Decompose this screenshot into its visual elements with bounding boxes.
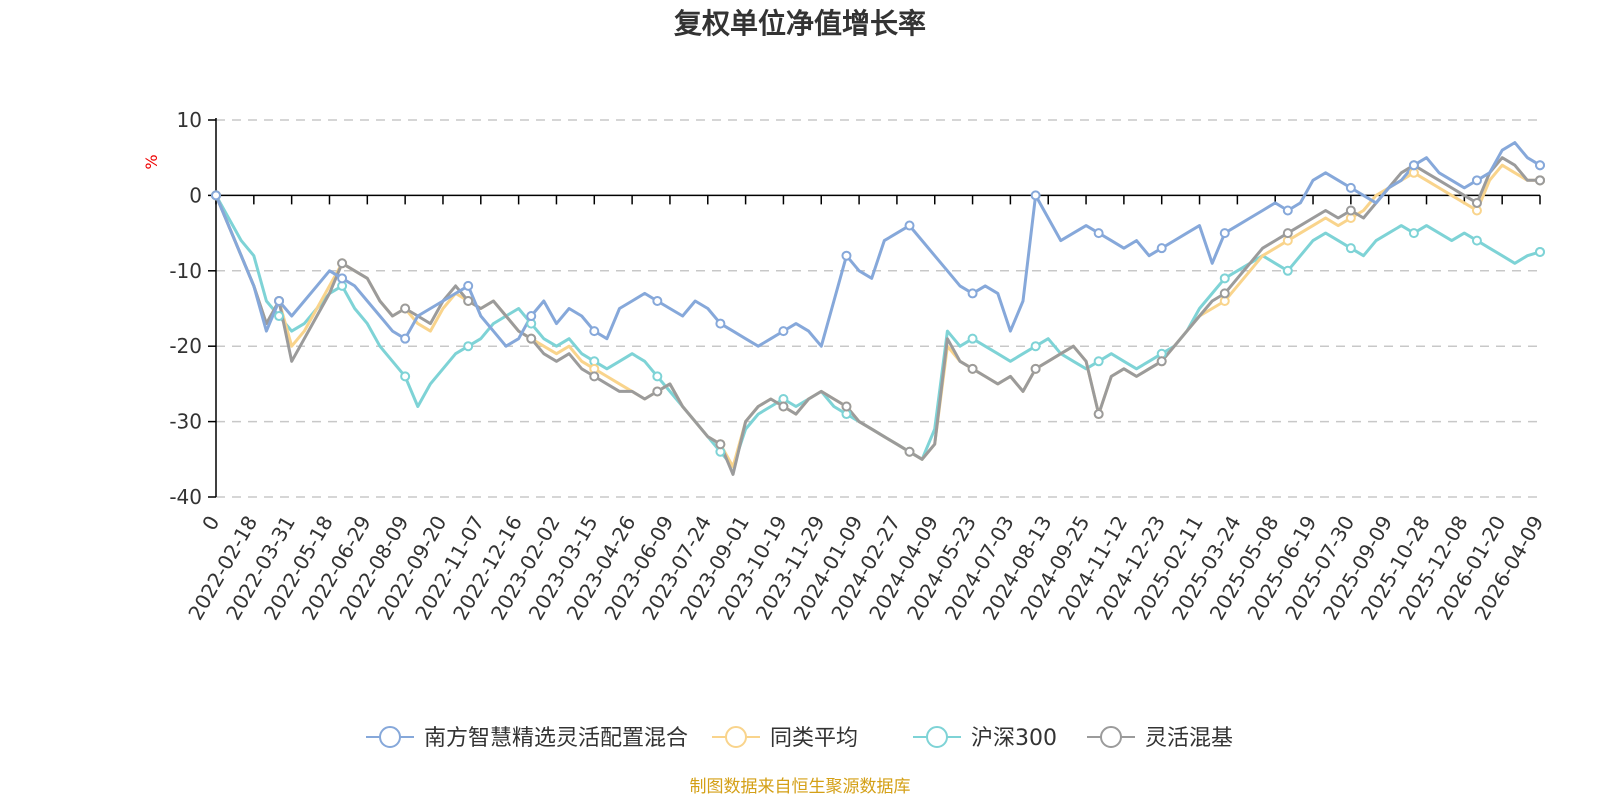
legend-item-1[interactable]: 同类平均 [712,726,858,751]
data-point [526,311,537,322]
legend-item-3[interactable]: 灵活混基 [1087,726,1233,751]
data-point [1156,356,1167,367]
data-point [715,318,726,329]
data-point [1093,356,1104,367]
data-point [1535,175,1545,186]
data-point [1535,160,1545,171]
data-point [1282,228,1293,239]
data-point [652,295,663,306]
data-point [1030,363,1041,374]
data-point [1093,409,1104,420]
data-point [526,333,537,344]
data-point [1345,243,1356,254]
data-point [1030,341,1041,352]
data-point [967,333,978,344]
data-point [1345,182,1356,193]
chart-title: 复权单位净值增长率 [674,7,926,40]
data-point [1282,265,1293,276]
data-point [841,401,852,412]
series-line-2 [214,193,1542,469]
data-point [463,280,474,291]
y-tick-label: 10 [177,108,202,132]
data-point [778,326,789,337]
data-point [778,401,789,412]
data-point [904,220,915,231]
y-tick-label: -20 [169,334,202,358]
x-tick-label: 0 [197,512,224,535]
series-line-3 [214,156,1542,476]
series-lines [214,141,1542,476]
y-tick-label: -10 [169,259,202,283]
data-point [1471,235,1482,246]
data-point [967,288,978,299]
data-point [1408,160,1419,171]
data-point [589,326,600,337]
axes: 10 0 -10 -20 -30 -40 [169,108,1541,509]
data-point [1471,197,1482,208]
x-tick-labels: 02022-02-182022-03-312022-05-182022-06-2… [183,511,1548,624]
legend-item-0[interactable]: 南方智慧精选灵活配置混合 [366,726,688,751]
y-tick-label: 0 [189,183,202,207]
legend-item-2[interactable]: 沪深300 [913,726,1057,751]
legend[interactable]: 南方智慧精选灵活配置混合 同类平均 沪深300 灵活混基 [366,726,1233,751]
series-markers [211,160,1545,457]
data-point [652,386,663,397]
data-point [1219,273,1230,284]
legend-label: 灵活混基 [1145,726,1233,751]
data-point [1156,243,1167,254]
y-unit-label: % [142,154,161,169]
data-point [715,439,726,450]
data-point [841,250,852,261]
data-point [400,371,411,382]
data-point [1408,228,1419,239]
data-point [400,303,411,314]
y-tick-label: -40 [169,485,202,509]
legend-marker [725,726,747,748]
data-point [1030,190,1041,201]
y-tick-label: -30 [169,410,202,434]
source-note: 制图数据来自恒生聚源数据库 [690,777,911,797]
data-point [1219,288,1230,299]
series-line-0 [214,141,1542,348]
data-point [1093,228,1104,239]
data-point [1471,175,1482,186]
data-point [337,273,348,284]
data-point [211,190,221,201]
legend-marker [1100,726,1122,748]
legend-marker [926,726,948,748]
data-point [400,333,411,344]
legend-label: 同类平均 [770,726,858,751]
data-point [1345,205,1356,216]
data-point [274,311,285,322]
data-point [904,446,915,457]
data-point [1282,205,1293,216]
legend-marker [379,726,401,748]
data-point [337,258,348,269]
data-point [589,371,600,382]
grid-lines [216,119,1540,498]
data-point [463,295,474,306]
data-point [967,363,978,374]
data-point [652,371,663,382]
data-point [463,341,474,352]
legend-label: 沪深300 [971,726,1057,751]
data-point [1535,246,1545,257]
data-point [1219,228,1230,239]
legend-label: 南方智慧精选灵活配置混合 [424,726,688,751]
data-point [274,295,285,306]
